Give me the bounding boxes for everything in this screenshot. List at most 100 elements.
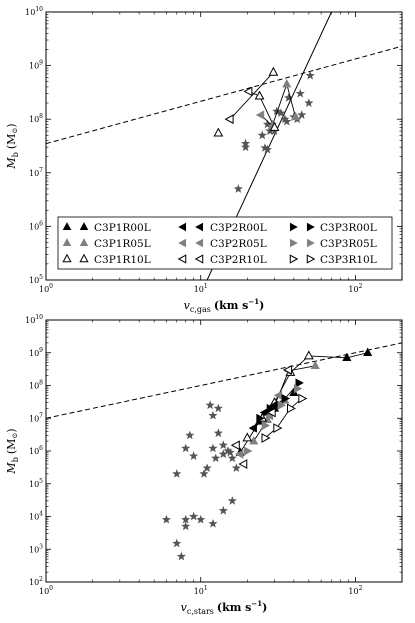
marker-c3p3r10l (273, 423, 283, 434)
y-tick-label: 106 (29, 445, 43, 456)
legend-label: C3P1R00L (94, 222, 151, 234)
marker-c3p3r10l (298, 393, 308, 404)
marker-c3p2r10l (238, 459, 248, 469)
y-tick-label: 108 (29, 380, 43, 391)
marker-c3p1r05l (310, 360, 320, 370)
x-tick-label: 100 (39, 283, 53, 294)
legend-marker (289, 238, 298, 248)
star-point (172, 469, 182, 478)
star-point (176, 551, 186, 561)
marker-c3p3r10l (261, 433, 271, 443)
series-connecting-line (264, 398, 303, 439)
star-point (227, 496, 237, 505)
legend-marker (79, 238, 89, 247)
dashed-reference-line (46, 45, 402, 145)
marker-c3p2r10l (243, 86, 253, 97)
legend-box (57, 216, 393, 270)
star-point (208, 410, 218, 420)
marker-c3p2r00l (248, 423, 257, 433)
legend-marker (194, 254, 204, 264)
marker-c3p2r00l (269, 400, 278, 410)
plot-area (46, 12, 402, 280)
legend-marker (289, 222, 298, 232)
legend-marker (79, 253, 89, 263)
marker-c3p2r05l (235, 449, 244, 459)
legend-label: C3P2R10L (210, 254, 267, 266)
star-point (185, 430, 195, 440)
legend-marker (306, 254, 316, 264)
legend-marker (195, 238, 204, 248)
y-tick-label: 105 (29, 274, 43, 285)
star-point (213, 403, 223, 413)
legend-marker (177, 254, 187, 264)
y-tick-label: 108 (29, 113, 43, 124)
legend: C3P1R00L C3P1R05L C3P1R10L C3P2R00L C3P2R05L… (57, 216, 393, 270)
legend-label: C3P3R00L (320, 222, 377, 234)
star-point (218, 440, 228, 450)
marker-c3p1r10l (213, 127, 224, 137)
legend-marker (79, 222, 89, 231)
y-tick-label: 104 (29, 511, 43, 522)
star-point (295, 88, 305, 98)
marker-c3p1r00l (363, 347, 373, 356)
star-point (181, 443, 191, 453)
star-point (227, 453, 237, 463)
legend-label: C3P1R10L (94, 254, 151, 266)
marker-c3p1r05l (290, 111, 301, 121)
marker-c3p1r10l (303, 350, 314, 360)
marker-c3p3r00l (256, 413, 265, 423)
star-point (305, 70, 315, 80)
marker-c3p1r10l (269, 121, 280, 131)
marker-c3p2r10l (230, 440, 240, 451)
marker-c3p3r05l (261, 420, 271, 431)
star-point (202, 463, 212, 473)
marker-c3p1r10l (242, 432, 253, 442)
star-point (161, 514, 171, 524)
star-point (189, 511, 199, 521)
dashed-reference-line (46, 342, 402, 419)
legend-marker (289, 254, 299, 264)
legend-label: C3P3R05L (320, 238, 377, 250)
star-point (262, 144, 273, 154)
x-tick-label: 100 (39, 585, 53, 596)
series-connecting-line (260, 82, 296, 127)
marker-c3p1r10l (254, 90, 265, 100)
y-axis-label: Mb(M⊙) (5, 428, 20, 474)
star-point (282, 116, 292, 126)
legend-marker (62, 238, 72, 247)
y-tick-label: 1010 (25, 6, 43, 17)
star-point (199, 469, 209, 478)
marker-c3p3r00l (266, 403, 276, 413)
y-axis-label: Mb(M⊙) (5, 123, 20, 169)
plot-area (46, 342, 402, 561)
marker-c3p3r00l (281, 393, 291, 404)
x-tick-label: 102 (348, 283, 362, 294)
x-tick-label: 102 (348, 585, 362, 596)
y-tick-label: 1010 (25, 314, 43, 325)
y-tick-label: 106 (29, 220, 43, 231)
star-point (172, 538, 182, 548)
star-point (223, 446, 233, 455)
x-tick-label: 101 (194, 283, 208, 294)
star-point (260, 143, 270, 152)
star-point (211, 453, 221, 463)
legend-marker (306, 222, 315, 232)
marker-c3p1r10l (268, 66, 279, 76)
star-point (208, 518, 218, 528)
marker-c3p1r05l (249, 436, 259, 445)
x-axis-label: vc,gas (km s−1) (184, 297, 265, 314)
star-point (196, 514, 206, 524)
star-point (241, 142, 251, 152)
plot-frame (45, 319, 403, 583)
legend-label: C3P1R05L (94, 238, 151, 250)
star-point (189, 451, 199, 460)
legend-marker (195, 222, 204, 232)
star-point (233, 184, 243, 193)
marker-c3p2r10l (224, 114, 234, 125)
marker-c3p3r05l (293, 384, 303, 394)
marker-c3p3r10l (286, 403, 296, 414)
marker-c3p1r05l (282, 79, 292, 88)
x-tick-label: 101 (194, 585, 208, 596)
y-tick-label: 103 (29, 543, 43, 554)
